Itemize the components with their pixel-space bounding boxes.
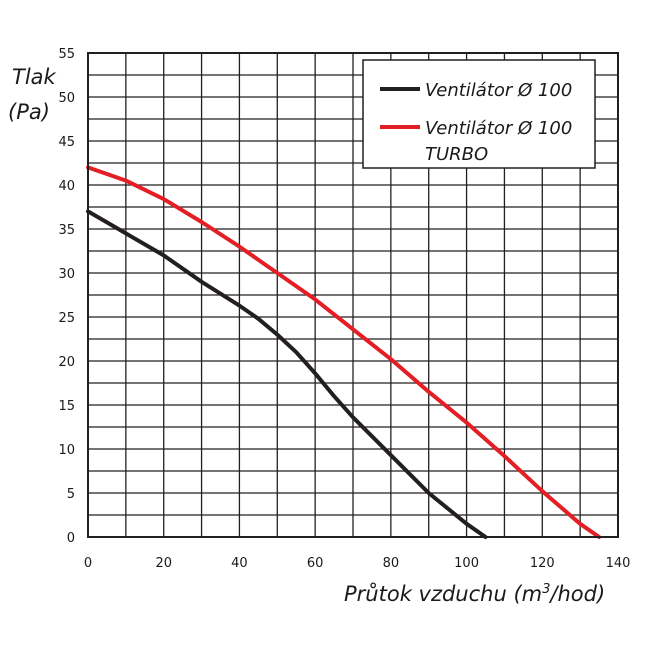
y-tick-label: 45 — [58, 135, 75, 150]
series-line-black — [86, 209, 488, 539]
legend-label-red: Ventilátor Ø 100 — [425, 118, 572, 139]
legend-label-red-line2: TURBO — [425, 144, 488, 165]
legend-label-black: Ventilátor Ø 100 — [425, 80, 572, 101]
series-line-red-turbo — [86, 165, 602, 539]
tick-labels: 0 20 40 60 80 100 120 140 0 5 10 15 20 25 30 35 40 45 50 55 — [58, 47, 630, 571]
x-axis-title-prefix: Průtok vzduchu (m — [344, 581, 542, 606]
x-tick-label: 140 — [606, 556, 631, 571]
x-tick-label: 20 — [155, 556, 172, 571]
x-tick-label: 120 — [530, 556, 555, 571]
legend: Ventilátor Ø 100 Ventilátor Ø 100 TURBO — [362, 59, 596, 169]
x-tick-label: 100 — [454, 556, 479, 571]
y-tick-label: 0 — [67, 531, 75, 546]
legend-box — [362, 59, 596, 169]
x-tick-label: 0 — [84, 556, 92, 571]
y-tick-label: 5 — [67, 487, 75, 502]
y-tick-label: 35 — [58, 223, 75, 238]
y-tick-label: 15 — [58, 399, 75, 414]
x-axis-title: Průtok vzduchu (m3/hod) — [344, 581, 605, 606]
y-tick-label: 55 — [58, 47, 75, 62]
y-tick-label: 50 — [58, 91, 75, 106]
x-tick-label: 60 — [307, 556, 324, 571]
y-axis-title-line1: Tlak — [12, 65, 57, 89]
x-axis-title-sup: 3 — [542, 582, 550, 597]
x-tick-label: 80 — [383, 556, 400, 571]
y-tick-label: 30 — [58, 267, 75, 282]
plot-frame — [87, 52, 619, 538]
y-tick-label: 20 — [58, 355, 75, 370]
x-tick-label: 40 — [231, 556, 248, 571]
y-tick-label: 10 — [58, 443, 75, 458]
y-tick-label: 25 — [58, 311, 75, 326]
series-layer — [86, 165, 602, 539]
x-axis-title-suffix: /hod) — [548, 582, 605, 606]
y-axis-title-line2: (Pa) — [8, 100, 50, 124]
y-tick-label: 40 — [58, 179, 75, 194]
